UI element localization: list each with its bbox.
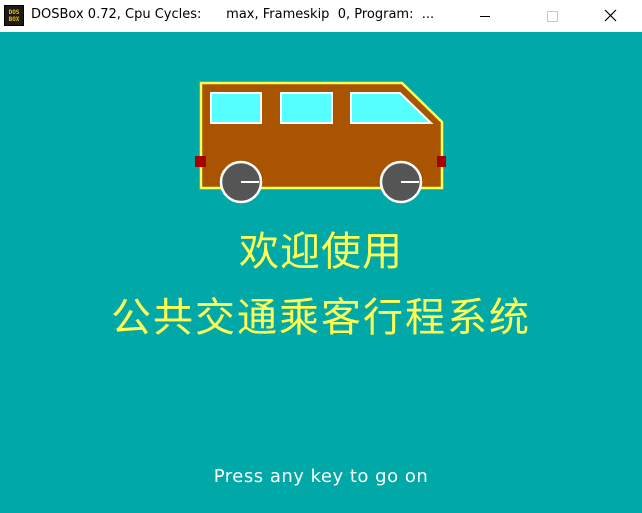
app-icon-line-2: BOX <box>8 15 20 23</box>
bus-rear-light <box>195 156 206 167</box>
system-name-heading: 公共交通乘客行程系统 <box>111 295 531 341</box>
bus-window-2 <box>280 92 333 124</box>
minimize-button[interactable] <box>462 0 508 32</box>
window-title: DOSBox 0.72, Cpu Cycles: max, Frameskip … <box>31 7 435 22</box>
bus-front-wheel <box>379 160 423 204</box>
bus-rear-wheel <box>219 160 263 204</box>
bus-front-light <box>437 156 446 167</box>
minimize-icon <box>480 16 490 17</box>
bus-window-1 <box>210 92 262 124</box>
maximize-button[interactable] <box>530 0 576 32</box>
app-icon-line-1: DOS <box>8 8 20 16</box>
close-icon <box>604 9 617 22</box>
press-any-key-prompt: Press any key to go on <box>213 466 429 487</box>
dos-screen[interactable]: 欢迎使用 公共交通乘客行程系统 Press any key to go on <box>0 32 642 513</box>
close-button[interactable] <box>590 0 636 32</box>
title-bar[interactable]: DOS BOX DOSBox 0.72, Cpu Cycles: max, Fr… <box>0 0 642 32</box>
bus-illustration <box>195 81 446 204</box>
dosbox-app-icon[interactable]: DOS BOX <box>4 5 24 26</box>
maximize-icon <box>547 11 558 22</box>
bus-window-3 <box>350 92 434 124</box>
welcome-heading: 欢迎使用 <box>239 229 403 275</box>
